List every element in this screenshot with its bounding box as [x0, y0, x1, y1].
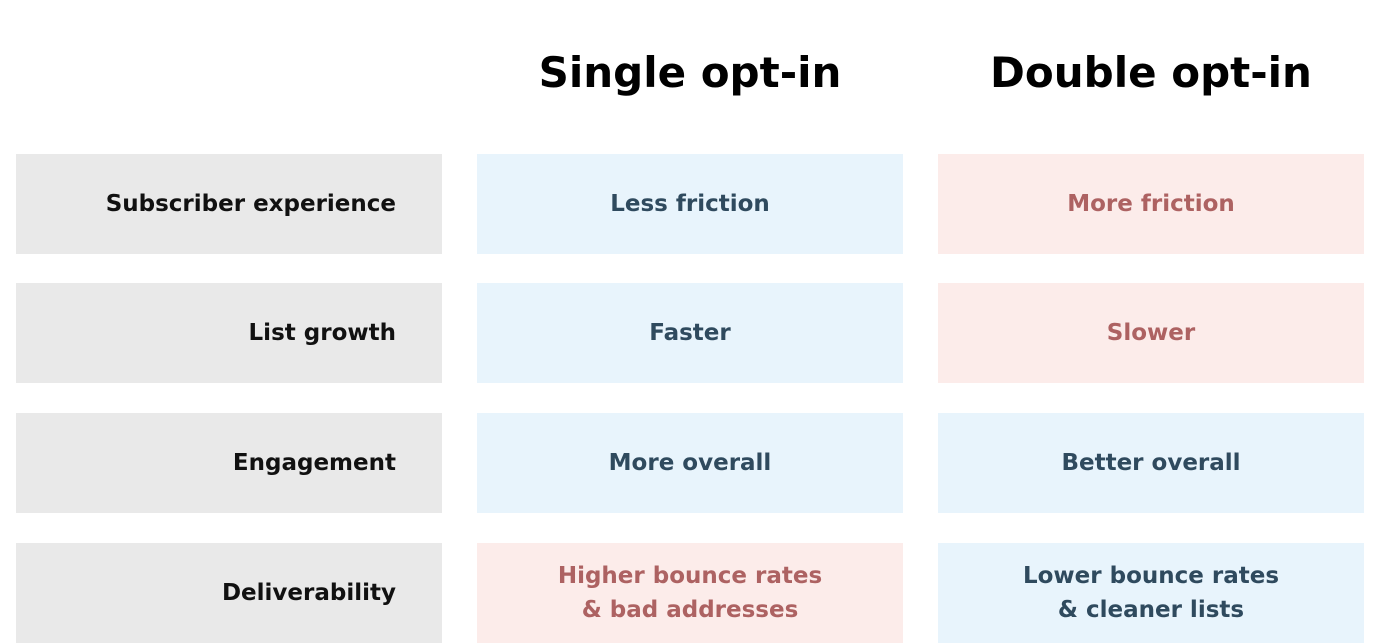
cell: Less friction: [477, 153, 903, 254]
cell: More overall: [477, 413, 903, 514]
row-label: Engagement: [16, 413, 442, 514]
cell: Lower bounce rates & cleaner lists: [938, 542, 1364, 643]
cell: More friction: [938, 153, 1364, 254]
column-header: Single opt-in: [538, 48, 842, 98]
cell: Better overall: [938, 413, 1364, 514]
cell: Higher bounce rates & bad addresses: [477, 542, 903, 643]
column-header: Double opt-in: [990, 48, 1312, 98]
row-label: Deliverability: [16, 542, 442, 643]
cell: Slower: [938, 283, 1364, 384]
row-label: Subscriber experience: [16, 153, 442, 254]
corner: [16, 0, 442, 124]
row-label: List growth: [16, 283, 442, 384]
cell: Faster: [477, 283, 903, 384]
